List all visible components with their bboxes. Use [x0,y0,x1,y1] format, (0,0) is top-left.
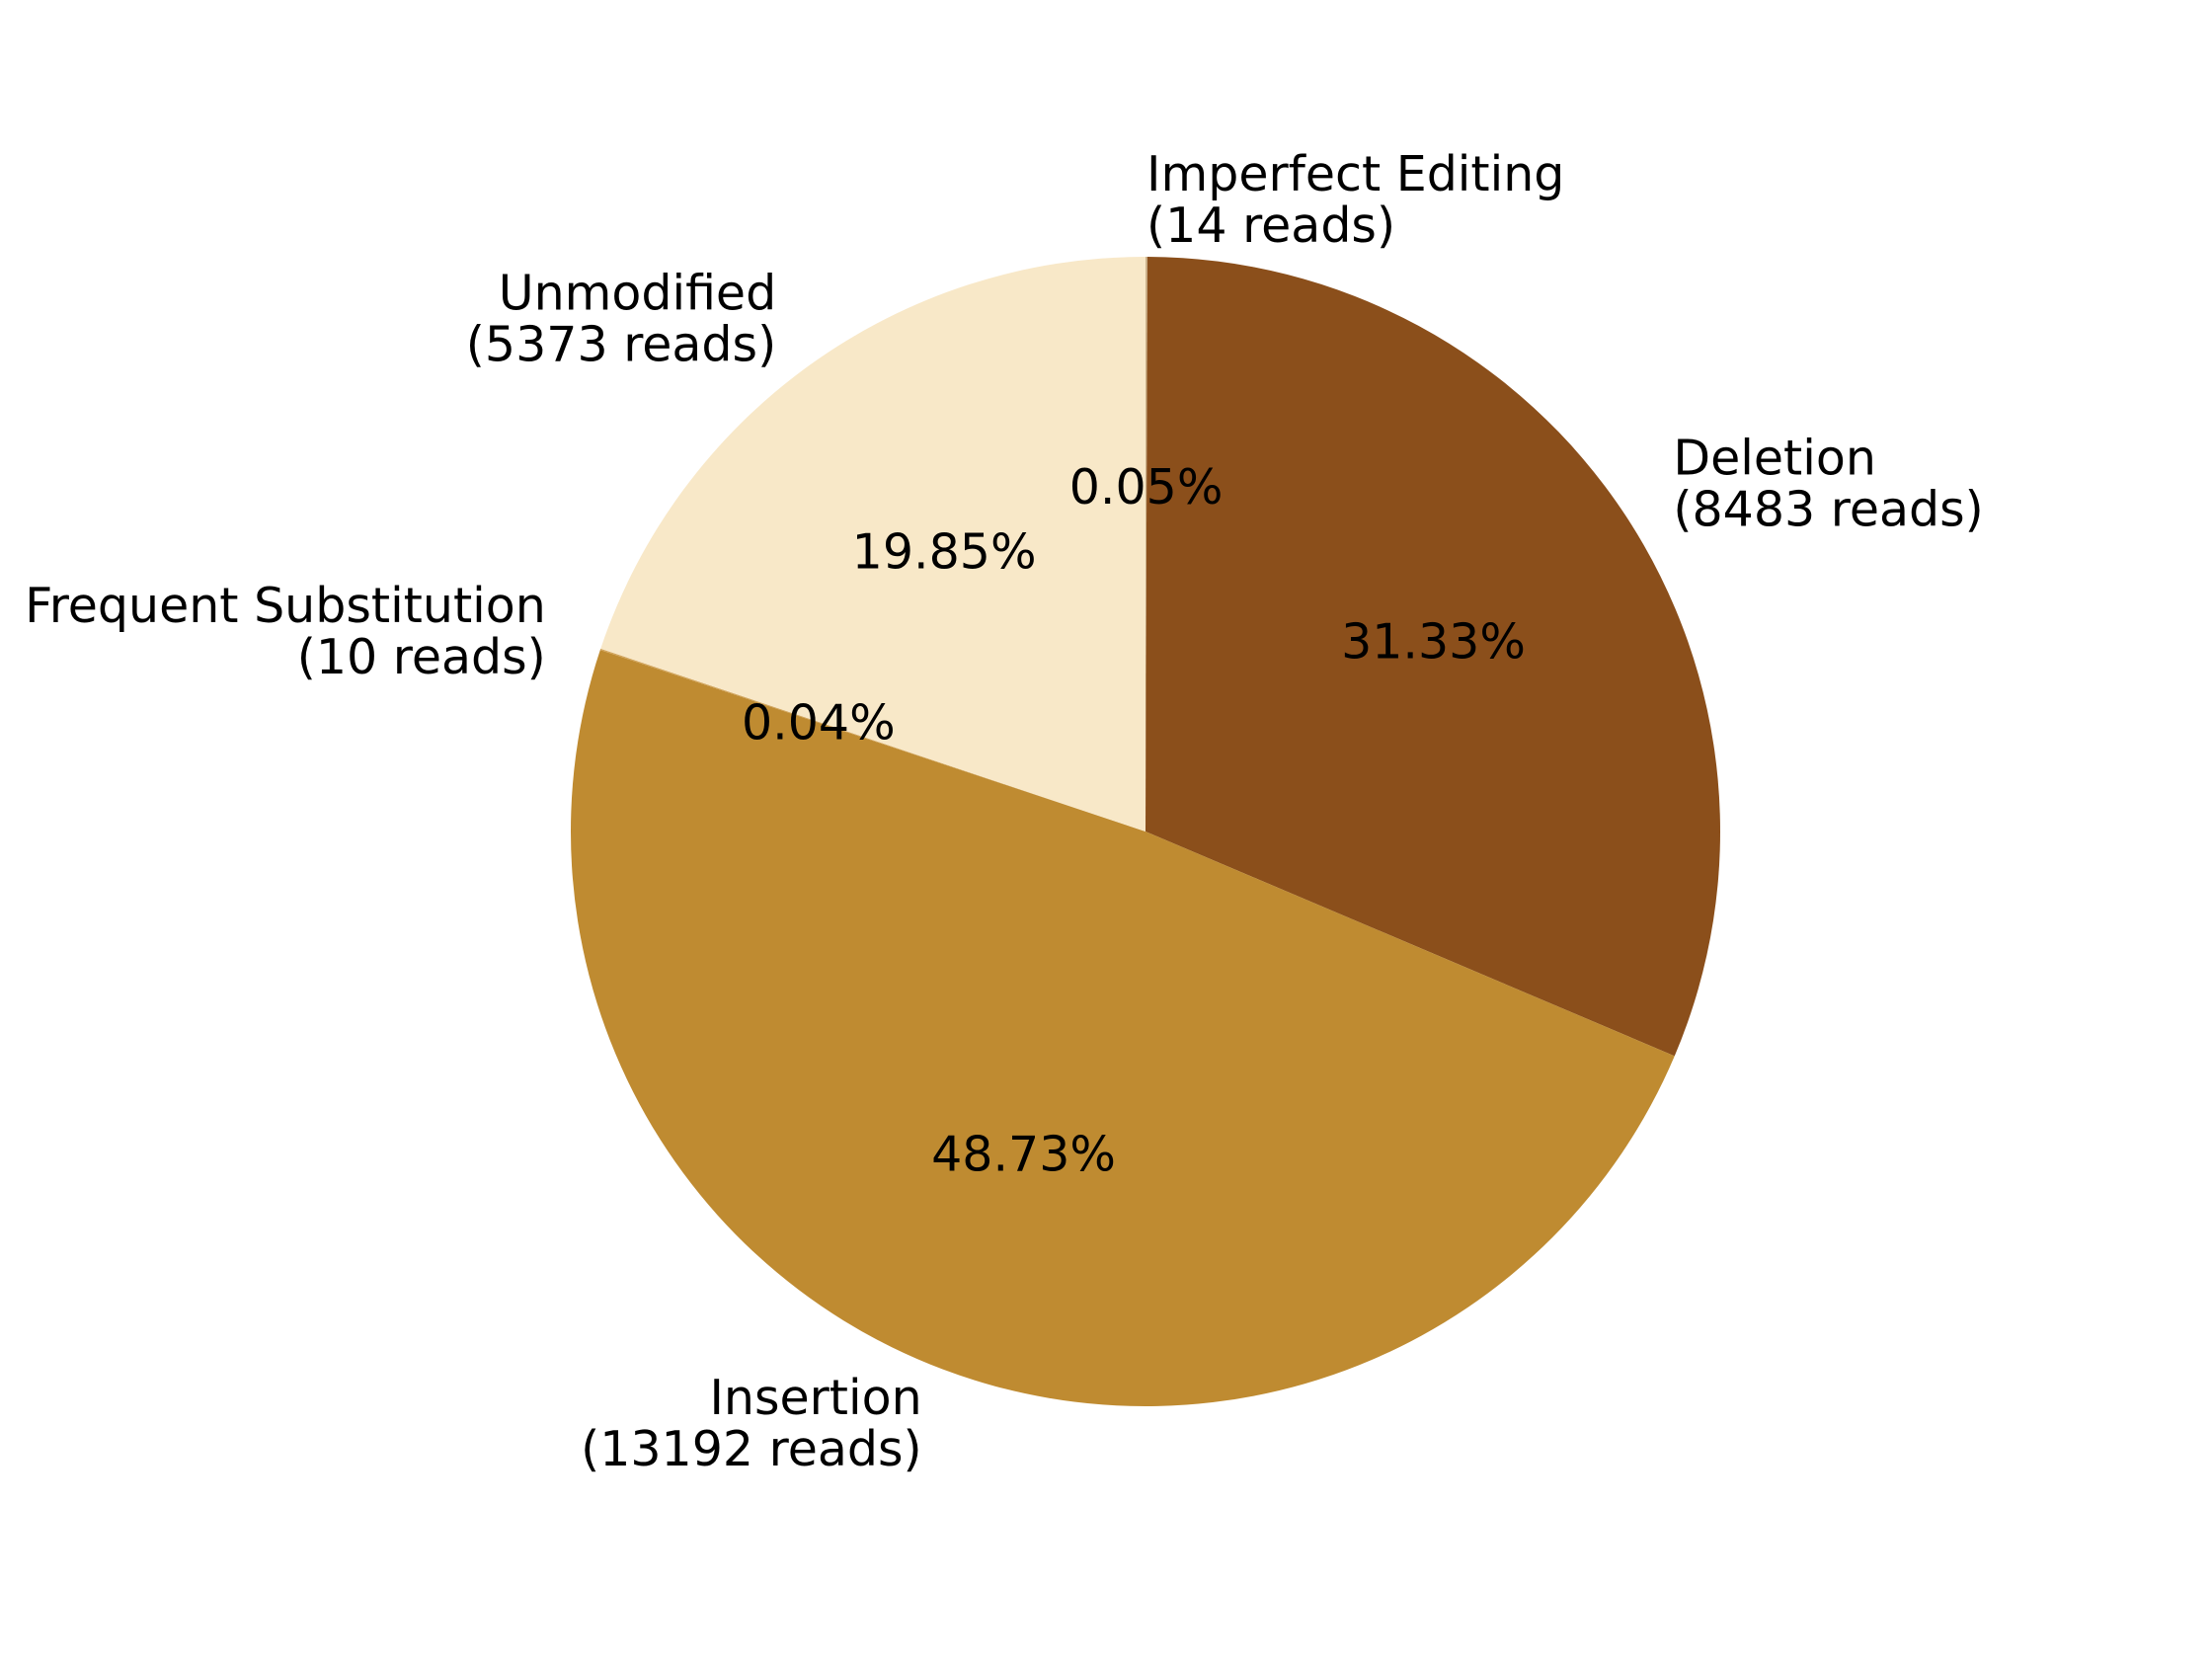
slice-label-deletion: Deletion (8483 reads) [1673,430,1983,537]
percent-label-insertion: 48.73% [931,1127,1116,1183]
percent-label-frequent-substitution: 0.04% [742,694,896,751]
slice-insertion [570,650,1675,1407]
slice-imperfect-editing [1146,257,1147,832]
slice-label-name-deletion: Deletion [1673,430,1876,486]
slice-unmodified [600,257,1146,832]
labels-layer: Imperfect Editing (14 reads) 0.05% Deletion… [25,146,1984,1477]
slice-deletion [1146,257,1720,1057]
slice-label-name-insertion: Insertion [709,1370,921,1426]
percent-label-deletion: 31.33% [1341,614,1526,671]
slice-label-name-frequent-substitution: Frequent Substitution [25,578,546,634]
slice-label-name-unmodified: Unmodified [499,265,776,321]
slice-frequent-substitution [599,648,1146,832]
slices-layer [570,257,1720,1407]
percent-label-imperfect-editing: 0.05% [1069,459,1224,515]
slice-label-count-deletion: (8483 reads) [1673,481,1983,537]
slice-label-count-insertion: (13192 reads) [581,1421,922,1477]
slice-label-unmodified: Unmodified (5373 reads) [466,265,776,372]
slice-label-imperfect-editing: Imperfect Editing (14 reads) [1146,146,1564,254]
slice-label-name-imperfect-editing: Imperfect Editing [1146,146,1564,202]
slice-label-insertion: Insertion (13192 reads) [581,1370,922,1477]
slice-label-count-imperfect-editing: (14 reads) [1146,198,1395,254]
slice-label-count-frequent-substitution: (10 reads) [297,629,546,685]
slice-label-frequent-substitution: Frequent Substitution (10 reads) [25,578,546,685]
slice-label-count-unmodified: (5373 reads) [466,316,776,372]
percent-label-unmodified: 19.85% [852,524,1037,581]
